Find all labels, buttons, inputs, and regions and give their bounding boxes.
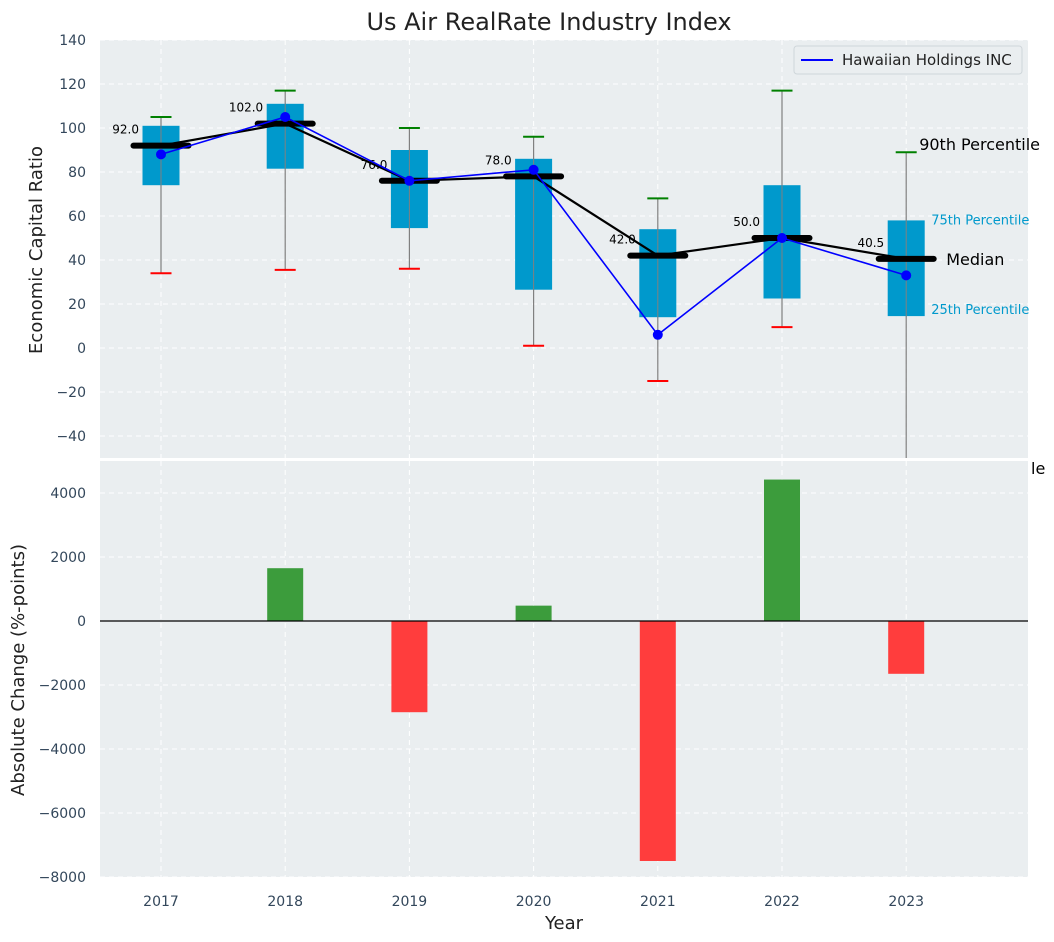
hawaiian-holdings-point [156, 149, 166, 160]
median-value-label: 50.0 [733, 215, 760, 229]
median-value-label: 92.0 [112, 123, 139, 137]
legend-series-label: Hawaiian Holdings INC [842, 51, 1012, 69]
change-bar [639, 621, 676, 861]
top-y-axis-label: Economic Capital Ratio [26, 146, 47, 354]
bottom-y-tick-label: 2000 [50, 550, 86, 566]
bottom-y-axis-label: Absolute Change (%-points) [8, 544, 29, 796]
hawaiian-holdings-point [528, 164, 539, 175]
change-bar [888, 621, 925, 674]
clipped-annotation-text: le [1031, 459, 1045, 478]
change-bar [515, 605, 552, 621]
bottom-y-tick-label: −4000 [39, 742, 86, 758]
top-y-tick-label: −40 [56, 429, 86, 445]
x-tick-label: 2017 [143, 894, 179, 910]
bottom-y-tick-label: −2000 [39, 678, 86, 694]
bottom-y-tick-label: 0 [77, 614, 86, 630]
hawaiian-holdings-point [901, 270, 912, 281]
hawaiian-holdings-point [404, 175, 415, 186]
x-tick-label: 2018 [267, 894, 303, 910]
top-y-tick-label: 20 [68, 297, 86, 313]
series-lines [156, 112, 912, 340]
bottom-y-tick-label: −6000 [39, 806, 86, 822]
x-tick-label: 2020 [516, 894, 552, 910]
change-bars [267, 479, 925, 861]
median-value-label: 40.5 [857, 236, 884, 250]
top-y-tick-label: 80 [68, 165, 86, 181]
legend: Hawaiian Holdings INC [793, 45, 1023, 75]
hawaiian-holdings-point [652, 329, 663, 340]
top-y-tick-label: 60 [68, 209, 86, 225]
top-y-tick-label: 120 [59, 77, 86, 93]
change-bar [391, 621, 428, 713]
top-y-tick-label: 100 [59, 121, 86, 137]
bottom-plot-area [100, 461, 1028, 877]
top-y-tick-label: 40 [68, 253, 86, 269]
change-bar [267, 568, 304, 621]
p90-annotation: 90th Percentile [919, 135, 1040, 154]
chart-title: Us Air RealRate Industry Index [366, 8, 731, 36]
x-tick-label: 2023 [888, 894, 924, 910]
median-value-label: 78.0 [485, 153, 512, 167]
top-y-tick-labels: −40 −20 0 20 40 60 80 100 120 140 [56, 33, 86, 445]
x-tick-labels: 2017 2018 2019 2020 2021 2022 2023 [143, 894, 924, 910]
top-y-tick-label: −20 [56, 385, 86, 401]
bottom-y-tick-label: 4000 [50, 486, 86, 502]
median-annotation: Median [946, 250, 1004, 269]
x-axis-label: Year [544, 913, 584, 934]
legend-box [793, 45, 1023, 75]
bottom-y-tick-label: −8000 [39, 870, 86, 886]
x-tick-label: 2022 [764, 894, 800, 910]
change-bar [764, 479, 800, 621]
p25-annotation: 25th Percentile [931, 303, 1029, 318]
bottom-y-tick-labels: −8000 −6000 −4000 −2000 0 2000 4000 [39, 486, 86, 886]
x-tick-label: 2021 [640, 894, 676, 910]
median-value-label: 102.0 [229, 101, 263, 115]
hawaiian-holdings-point [280, 112, 291, 122]
top-y-tick-label: 140 [59, 33, 86, 49]
top-y-tick-label: 0 [77, 341, 86, 357]
p75-annotation: 75th Percentile [931, 213, 1029, 228]
percentile-annotations: 90th Percentile 75th Percentile Median 25th… [919, 135, 1045, 478]
top-plot-area [100, 40, 1028, 458]
x-tick-label: 2019 [392, 894, 428, 910]
hawaiian-holdings-point [777, 233, 787, 243]
